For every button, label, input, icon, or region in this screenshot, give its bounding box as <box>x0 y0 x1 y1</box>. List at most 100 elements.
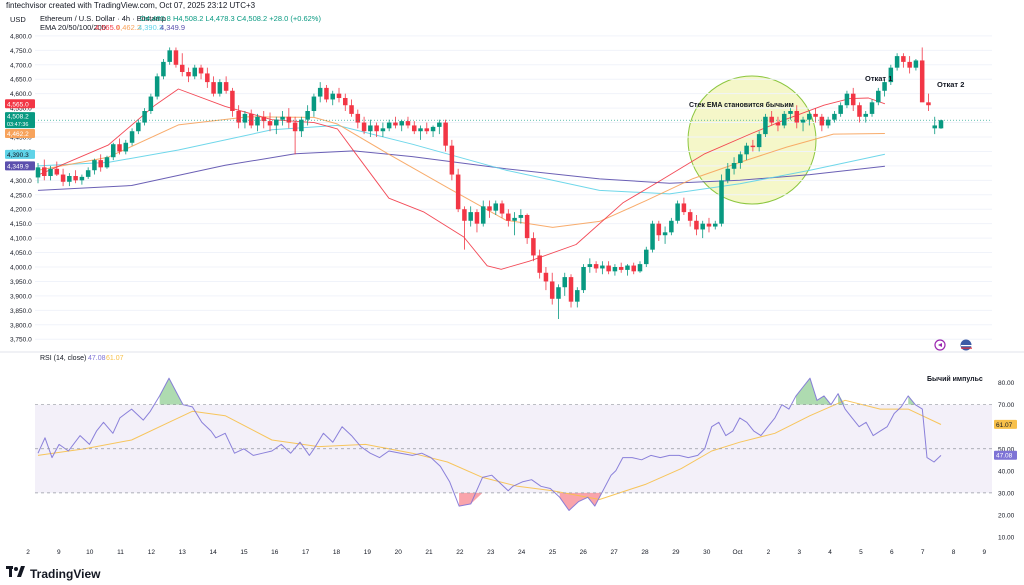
candle-body <box>462 209 467 221</box>
price-tags: 4,565.0 4,508.203:47:36 4,462.2 4,390.3 4,34… <box>5 99 1017 460</box>
ema50-legend-value: 4,462.2 <box>116 23 141 32</box>
candle-body <box>562 277 568 288</box>
price-tick-label: 4,550.0 <box>10 106 32 113</box>
candle-body <box>317 87 323 97</box>
candle-body <box>261 116 267 122</box>
price-tick-label: 3,850.0 <box>10 308 32 315</box>
time-tick-label: 22 <box>456 549 464 556</box>
symbol-title: Ethereum / U.S. Dollar · 4h · Bitstamp <box>40 14 166 23</box>
time-tick-label: 30 <box>703 549 711 556</box>
candle-body <box>719 180 724 224</box>
candle-body <box>681 203 687 213</box>
candle-body <box>154 76 160 97</box>
replay-icon[interactable] <box>934 339 946 351</box>
candle-body <box>669 220 674 233</box>
ema50-price-tag-bg <box>5 129 35 139</box>
candle-body <box>205 73 210 83</box>
rsi-overbought-fill <box>795 378 832 405</box>
time-tick-label: 2 <box>767 549 771 556</box>
candle-body <box>913 60 919 68</box>
candle-body <box>411 125 417 132</box>
candle-body <box>644 249 649 265</box>
candle-body <box>700 223 705 230</box>
candle-body <box>694 220 699 230</box>
time-tick-label: 26 <box>580 549 588 556</box>
candle-body <box>405 121 411 126</box>
tradingview-logo[interactable]: TradingView <box>6 566 100 581</box>
candle-body <box>725 168 731 181</box>
rsi-oversold-fill <box>459 492 483 507</box>
candle-body <box>907 61 912 68</box>
candle-body <box>286 116 292 123</box>
price-tick-label: 3,800.0 <box>10 322 32 329</box>
price-tick-label: 4,300.0 <box>10 178 32 185</box>
candle-body <box>593 264 599 269</box>
candle-body <box>769 116 774 123</box>
tradingview-mark-icon <box>6 566 26 581</box>
candle-body <box>662 232 668 236</box>
rsi-line <box>37 377 942 511</box>
candle-body <box>919 60 925 103</box>
time-tick-label: 16 <box>271 549 279 556</box>
time-tick-label: 10 <box>86 549 94 556</box>
price-grid <box>0 35 1024 353</box>
candle-body <box>186 72 191 77</box>
ema-lines <box>37 88 886 270</box>
candle-body <box>575 290 580 302</box>
time-tick-label: 19 <box>364 549 372 556</box>
rsi-tick-label: 20.00 <box>998 512 1015 519</box>
price-tick-label: 4,600.0 <box>10 91 32 98</box>
candle-body <box>129 131 135 143</box>
candle-body <box>424 128 430 132</box>
us-flag-icon[interactable] <box>960 339 973 351</box>
time-tick-label: 15 <box>240 549 248 556</box>
current-price-tag: 4,508.2 <box>7 114 29 121</box>
candle-body <box>819 116 825 126</box>
candle-body <box>393 122 398 126</box>
price-tick-label: 4,650.0 <box>10 77 32 84</box>
rsi-legend-label: RSI (14, close) <box>40 355 86 362</box>
ema-stack-circle <box>687 75 817 205</box>
candle-body <box>349 105 354 114</box>
pullback2-annotation: Откат 2 <box>937 80 964 89</box>
candle-body <box>343 98 348 106</box>
candle-body <box>399 121 404 126</box>
candle-body <box>330 93 335 100</box>
candle-body <box>60 174 66 182</box>
ema200-legend-value: 4,349.9 <box>160 23 185 32</box>
candle-body <box>894 56 900 68</box>
candle-body <box>549 281 555 299</box>
price-tick-label: 4,050.0 <box>10 250 32 257</box>
bull-impulse-annotation: Бычий импульс <box>927 375 983 383</box>
candle-body <box>800 119 806 123</box>
candle-body <box>305 111 310 120</box>
time-tick-label: 23 <box>487 549 495 556</box>
candle-body <box>85 170 91 177</box>
candle-body <box>543 272 549 282</box>
candle-body <box>230 90 235 111</box>
candle-body <box>581 267 586 291</box>
candle-body <box>863 113 869 117</box>
candle-body <box>606 265 611 272</box>
candle-body <box>838 105 843 114</box>
ema-stack-annotation: Стек EMA становится бычьим <box>689 101 794 109</box>
price-tick-label: 4,000.0 <box>10 265 32 272</box>
price-tick-label: 4,150.0 <box>10 221 32 228</box>
candle-body <box>888 67 894 83</box>
candle-body <box>148 96 154 111</box>
candle-body <box>98 160 103 168</box>
candle-body <box>455 174 461 210</box>
candle-body <box>512 217 517 221</box>
price-tick-label: 4,750.0 <box>10 48 32 55</box>
candle-body <box>794 111 800 123</box>
candle-body <box>418 128 423 132</box>
currency-label: USD <box>10 15 26 24</box>
candle-body <box>161 61 166 77</box>
candle-body <box>901 56 906 62</box>
candle-body <box>625 265 630 270</box>
candle-body <box>54 168 60 175</box>
time-tick-label: 4 <box>828 549 832 556</box>
candle-body <box>299 119 304 132</box>
candle-body <box>656 223 662 236</box>
candle-body <box>587 264 593 267</box>
